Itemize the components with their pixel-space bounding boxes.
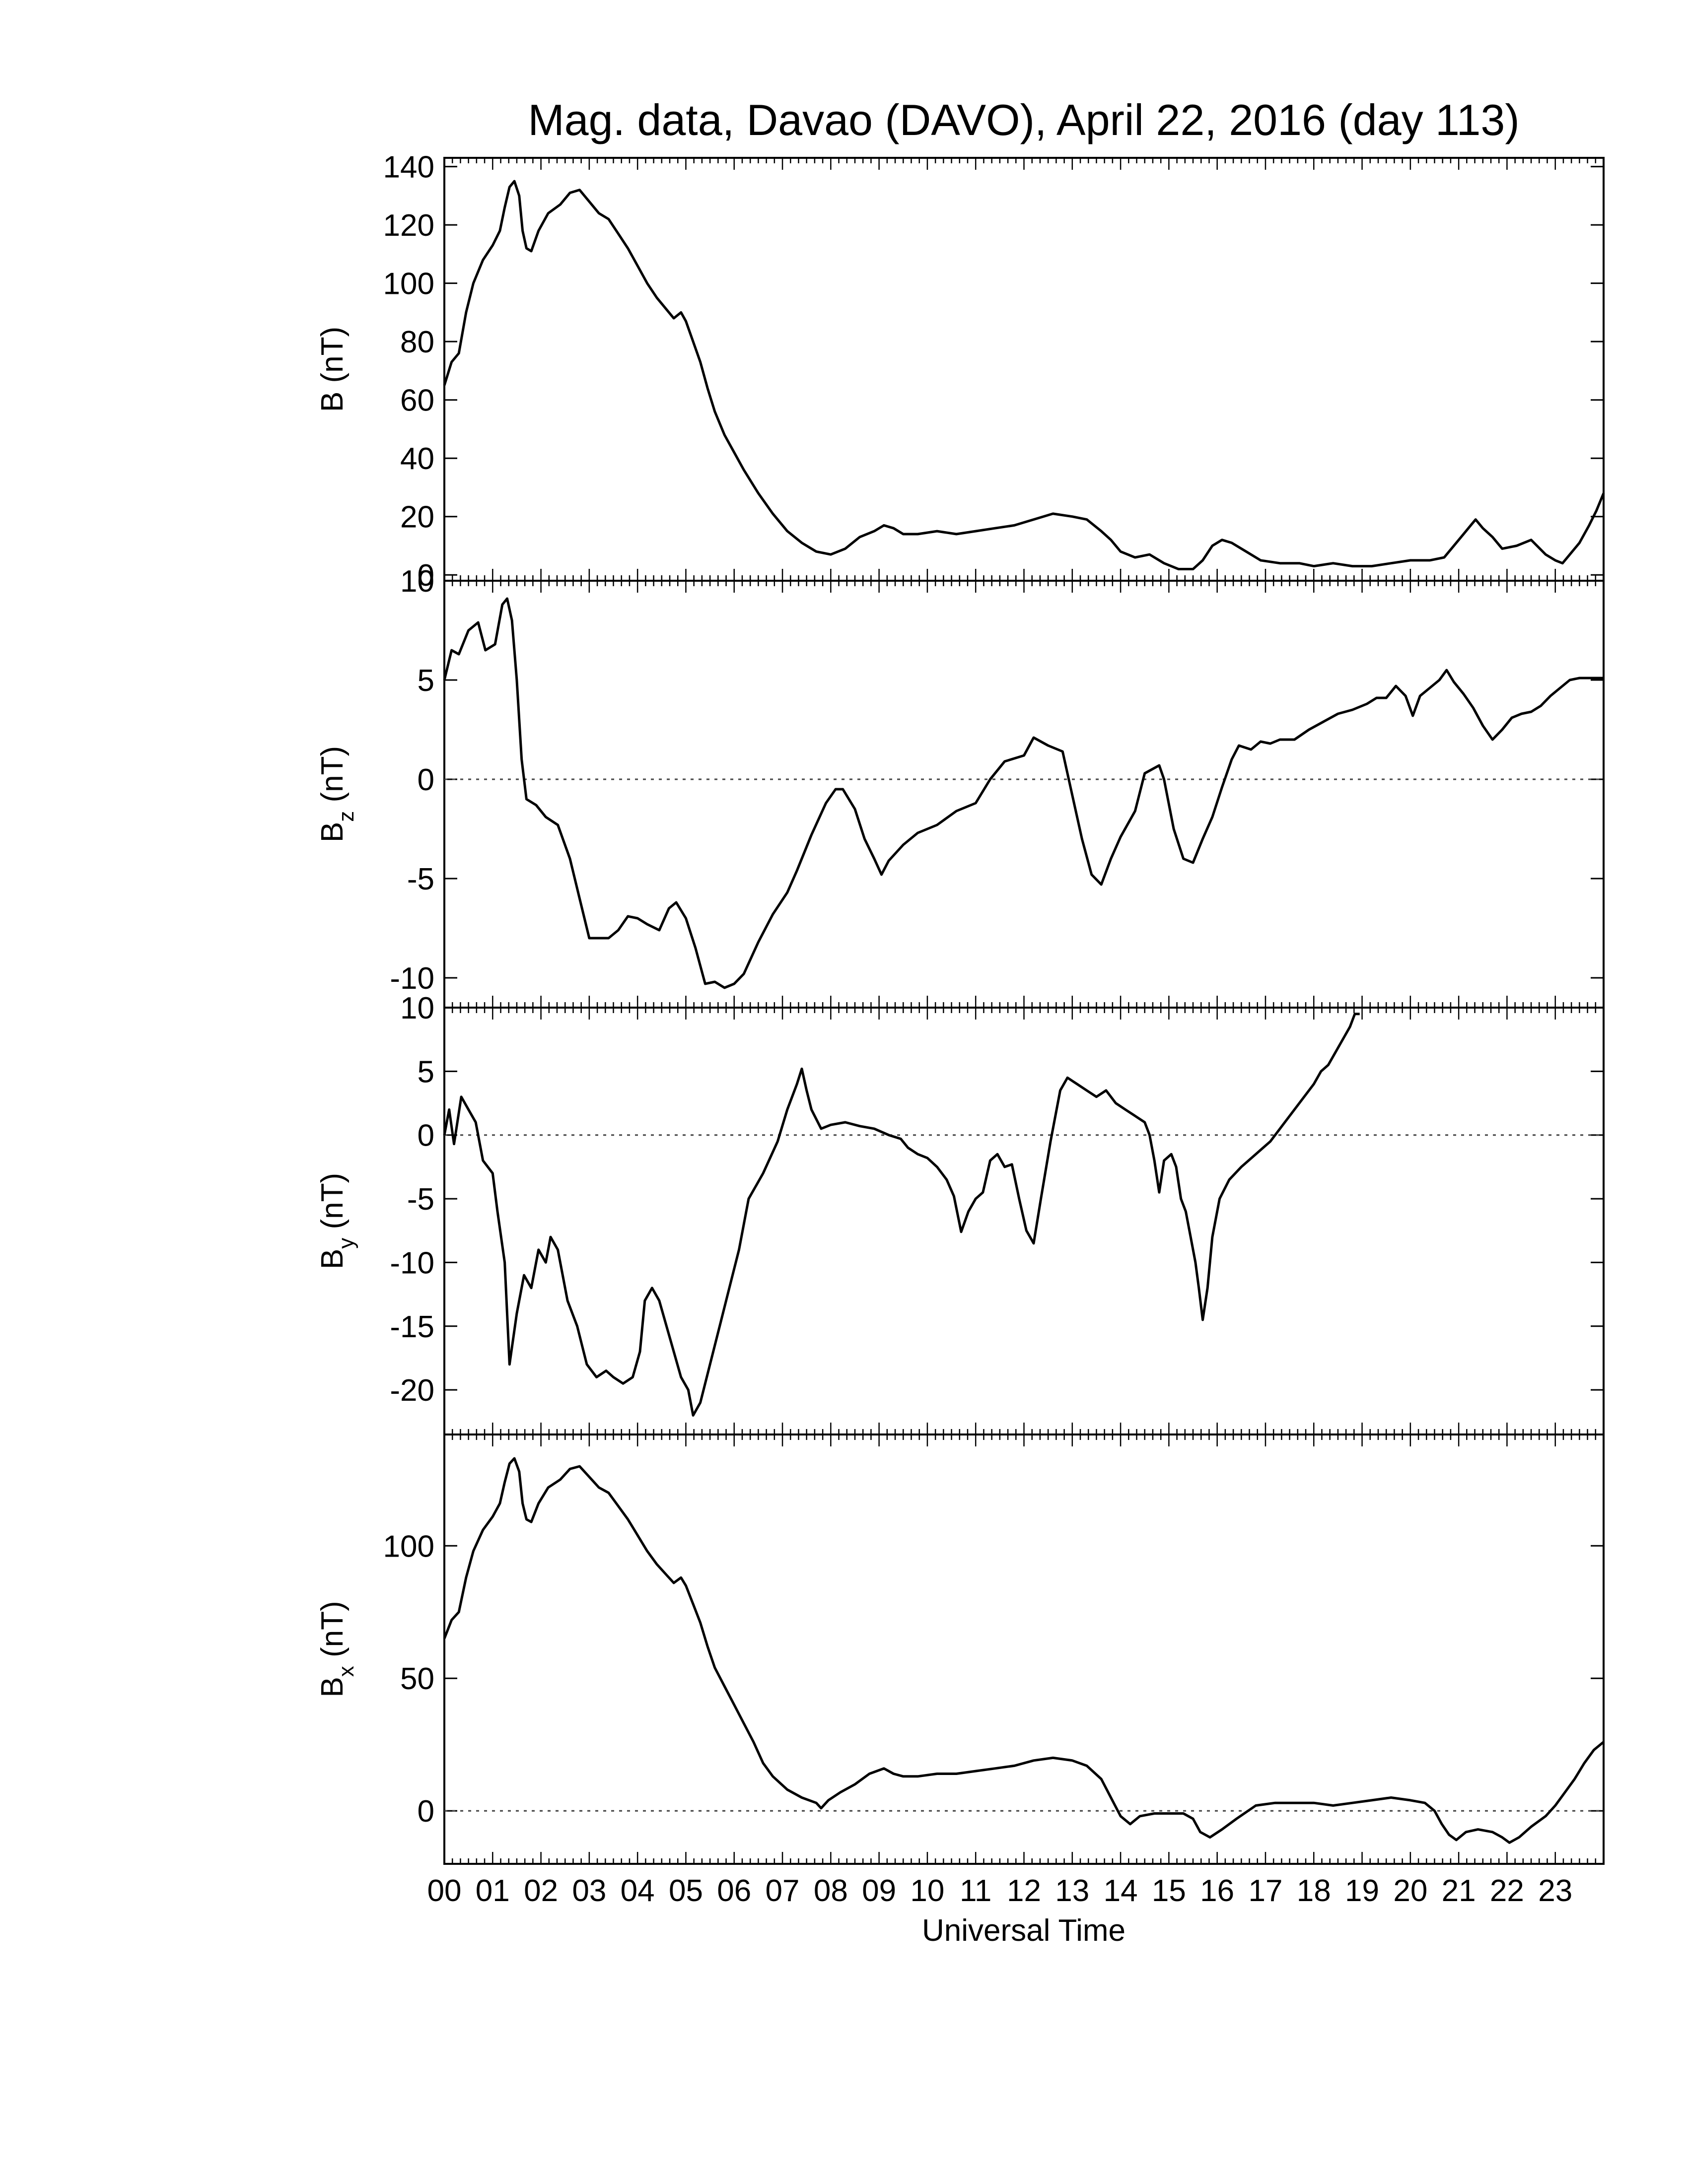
x-tick-label: 06	[717, 1874, 751, 1908]
y-tick-label: -5	[407, 1182, 434, 1217]
y-axis-label-symbol: B	[315, 1249, 350, 1269]
y-axis-label: B (nT)	[315, 327, 350, 412]
x-tick-label: 03	[572, 1874, 606, 1908]
y-tick-label: 100	[383, 1529, 434, 1564]
chart-title: Mag. data, Davao (DAVO), April 22, 2016 …	[528, 95, 1519, 144]
panel-Bx: 0 50 100 Bx (nT)	[315, 1433, 1605, 1865]
x-tick-label: 20	[1393, 1874, 1427, 1908]
panel-B: 0 20 40 60 80 100 120 140 B (nT)	[315, 150, 1605, 593]
x-tick-label: 09	[862, 1874, 896, 1908]
series-line-Bz	[443, 597, 1604, 989]
y-axis-label-symbol: B	[315, 822, 350, 842]
y-axis-label: Bx (nT)	[315, 1601, 358, 1697]
panel-frame	[443, 157, 1605, 582]
y-axis-label-unit: (nT)	[315, 1173, 350, 1238]
y-tick-label: -15	[390, 1310, 434, 1344]
y-tick-label: 20	[400, 500, 434, 535]
y-axis-label: Bz (nT)	[315, 746, 358, 842]
series-line-Bx	[443, 1457, 1605, 1844]
panel-frame	[443, 1433, 1605, 1865]
y-tick-label: -10	[390, 1246, 434, 1280]
y-tick-label: 140	[383, 150, 434, 185]
y-axis-label-subscript: y	[334, 1238, 358, 1249]
x-tick-label: 19	[1345, 1874, 1379, 1908]
x-tick-label: 22	[1490, 1874, 1524, 1908]
y-tick-label: -20	[390, 1373, 434, 1408]
x-tick-label: 10	[910, 1874, 944, 1908]
y-axis-label-unit: (nT)	[315, 746, 350, 811]
x-tick-label: 01	[476, 1874, 510, 1908]
y-axis-label-unit: (nT)	[315, 327, 350, 392]
x-tick-label: 18	[1297, 1874, 1331, 1908]
x-tick-label: 07	[766, 1874, 800, 1908]
x-tick-label: 11	[960, 1874, 991, 1908]
y-axis-label-symbol: B	[315, 392, 350, 412]
y-tick-label: 10	[400, 991, 434, 1025]
y-tick-label: 100	[383, 267, 434, 301]
y-axis-label-symbol: B	[315, 1677, 350, 1697]
y-tick-label: 0	[418, 1119, 434, 1153]
x-axis-label: Universal Time	[922, 1913, 1125, 1948]
x-tick-label: 02	[524, 1874, 558, 1908]
panel-By: -20 -15 -10 -5 0 5 10 By (nT)	[315, 991, 1605, 1435]
y-tick-label: 5	[418, 1055, 434, 1089]
y-tick-label: 120	[383, 208, 434, 243]
x-tick-label: 17	[1248, 1874, 1282, 1908]
series-line-By	[443, 1013, 1360, 1417]
x-tick-label: 21	[1442, 1874, 1476, 1908]
x-tick-label: 13	[1055, 1874, 1089, 1908]
y-axis-label-unit: (nT)	[315, 1601, 350, 1666]
y-tick-label: 60	[400, 384, 434, 418]
y-tick-label: 5	[418, 664, 434, 698]
y-tick-label: 10	[400, 564, 434, 599]
x-tick-label: 05	[669, 1874, 703, 1908]
y-tick-label: -5	[407, 862, 434, 896]
y-tick-label: 80	[400, 325, 434, 359]
x-tick-label: 08	[814, 1874, 848, 1908]
y-tick-label: 40	[400, 442, 434, 476]
y-axis-label-subscript: z	[334, 811, 358, 822]
panel-frame	[443, 580, 1605, 1009]
x-tick-label: 12	[1007, 1874, 1041, 1908]
y-tick-label: -10	[390, 961, 434, 996]
x-tick-label: 23	[1538, 1874, 1572, 1908]
series-line-B	[443, 180, 1605, 570]
x-axis-tick-labels: 00 01 02 03 04 05 06 07 08 09 10 11 12 13 14 15 16 17 18 19…	[427, 1874, 1573, 1908]
y-tick-label: 0	[418, 763, 434, 797]
y-axis-label-subscript: x	[334, 1666, 358, 1677]
y-axis-label: By (nT)	[315, 1173, 358, 1269]
y-tick-label: 50	[400, 1662, 434, 1696]
x-tick-label: 15	[1152, 1874, 1186, 1908]
y-tick-label: 0	[418, 558, 434, 593]
x-tick-label: 04	[621, 1874, 655, 1908]
x-tick-label: 00	[427, 1874, 462, 1908]
panel-Bz: -10 -5 0 5 10 Bz (nT)	[315, 564, 1605, 1009]
x-tick-label: 14	[1104, 1874, 1138, 1908]
y-tick-label: 0	[418, 1794, 434, 1829]
x-tick-label: 16	[1200, 1874, 1234, 1908]
